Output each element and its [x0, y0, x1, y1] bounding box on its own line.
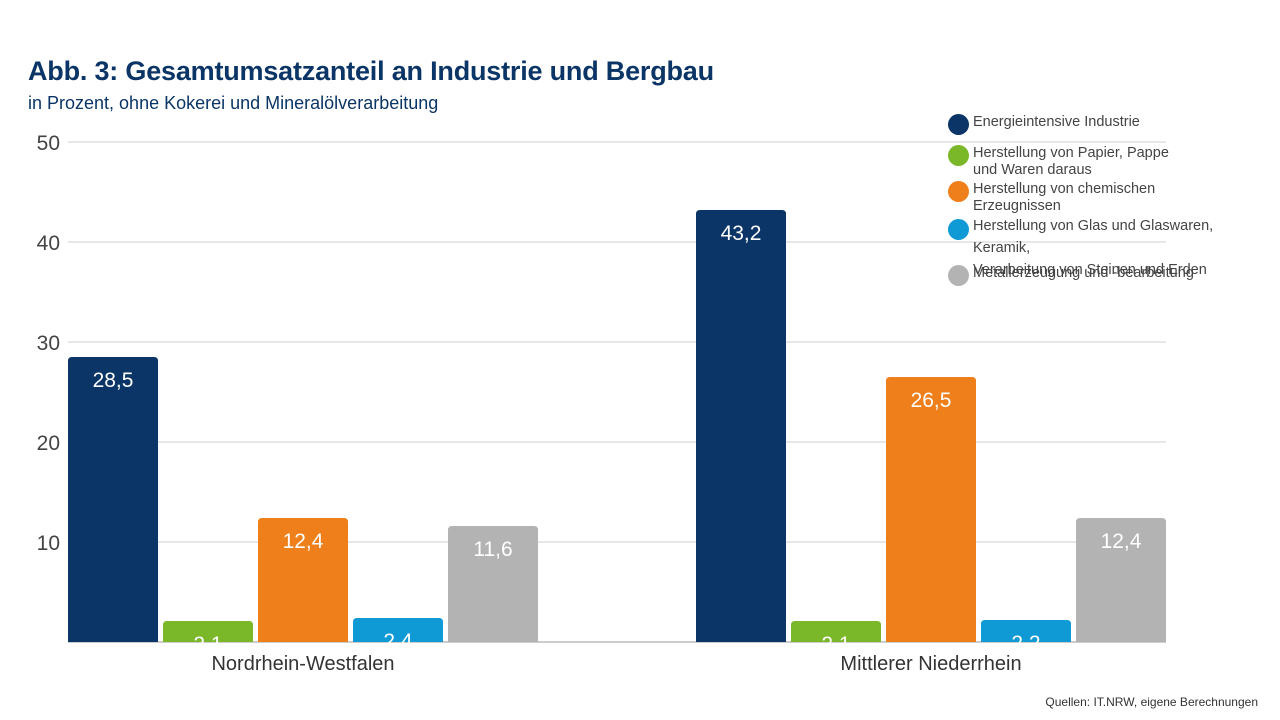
bar-value-labels: 28,5 2,1 12,4 2,4 11,6 43,2 2,1 26,5 2,2 12,4 [93, 222, 1142, 656]
bar [353, 618, 443, 642]
legend-label: Energieintensive Industrie [973, 114, 1140, 130]
legend-label: Metallerzeugung und -bearbeitung [973, 265, 1194, 281]
source-note: Quellen: IT.NRW, eigene Berechnungen [1045, 695, 1258, 709]
y-tick-label: 20 [37, 432, 60, 455]
bar-value-label: 26,5 [911, 389, 952, 412]
legend-swatch [948, 219, 969, 240]
bar [886, 377, 976, 642]
legend-label: Herstellung von Glas und Glaswaren, Kera… [973, 218, 1214, 278]
bar-value-label: 2,4 [383, 630, 413, 653]
y-tick-label: 30 [37, 332, 60, 355]
y-tick-label: 50 [37, 132, 60, 155]
chart-title: Abb. 3: Gesamtumsatzanteil an Industrie … [28, 56, 714, 86]
chart-subtitle: in Prozent, ohne Kokerei und Mineralölve… [28, 93, 439, 113]
bar-value-label: 11,6 [473, 538, 512, 561]
y-tick-label: 40 [37, 232, 60, 255]
bar-value-label: 12,4 [283, 530, 324, 553]
bar-value-label: 2,2 [1011, 632, 1040, 655]
x-category-label: Nordrhein-Westfalen [211, 653, 394, 675]
legend-label: Herstellung von chemischen Erzeugnissen [973, 181, 1156, 214]
bar-value-label: 12,4 [1101, 530, 1142, 553]
legend-swatch [948, 265, 969, 286]
bar [696, 210, 786, 642]
legend-swatch [948, 114, 969, 135]
x-axis-labels: Nordrhein-Westfalen Mittlerer Niederrhein [211, 653, 1021, 675]
x-category-label: Mittlerer Niederrhein [840, 653, 1021, 675]
bar [1076, 518, 1166, 642]
legend-swatch [948, 145, 969, 166]
bar [258, 518, 348, 642]
bar-value-label: 43,2 [721, 222, 762, 245]
bar-value-label: 28,5 [93, 369, 134, 392]
bars [68, 210, 1166, 642]
legend-swatch [948, 181, 969, 202]
bar [163, 621, 253, 642]
bar [791, 621, 881, 642]
bar [448, 526, 538, 642]
bar-value-label: 2,1 [821, 633, 850, 656]
y-tick-label: 10 [37, 532, 60, 555]
bar-value-label: 2,1 [193, 633, 222, 656]
y-axis-ticks: 10 20 30 40 50 [37, 132, 60, 555]
bar [981, 620, 1071, 642]
bar [68, 357, 158, 642]
legend-label: Herstellung von Papier, Pappe und Waren … [973, 145, 1169, 178]
